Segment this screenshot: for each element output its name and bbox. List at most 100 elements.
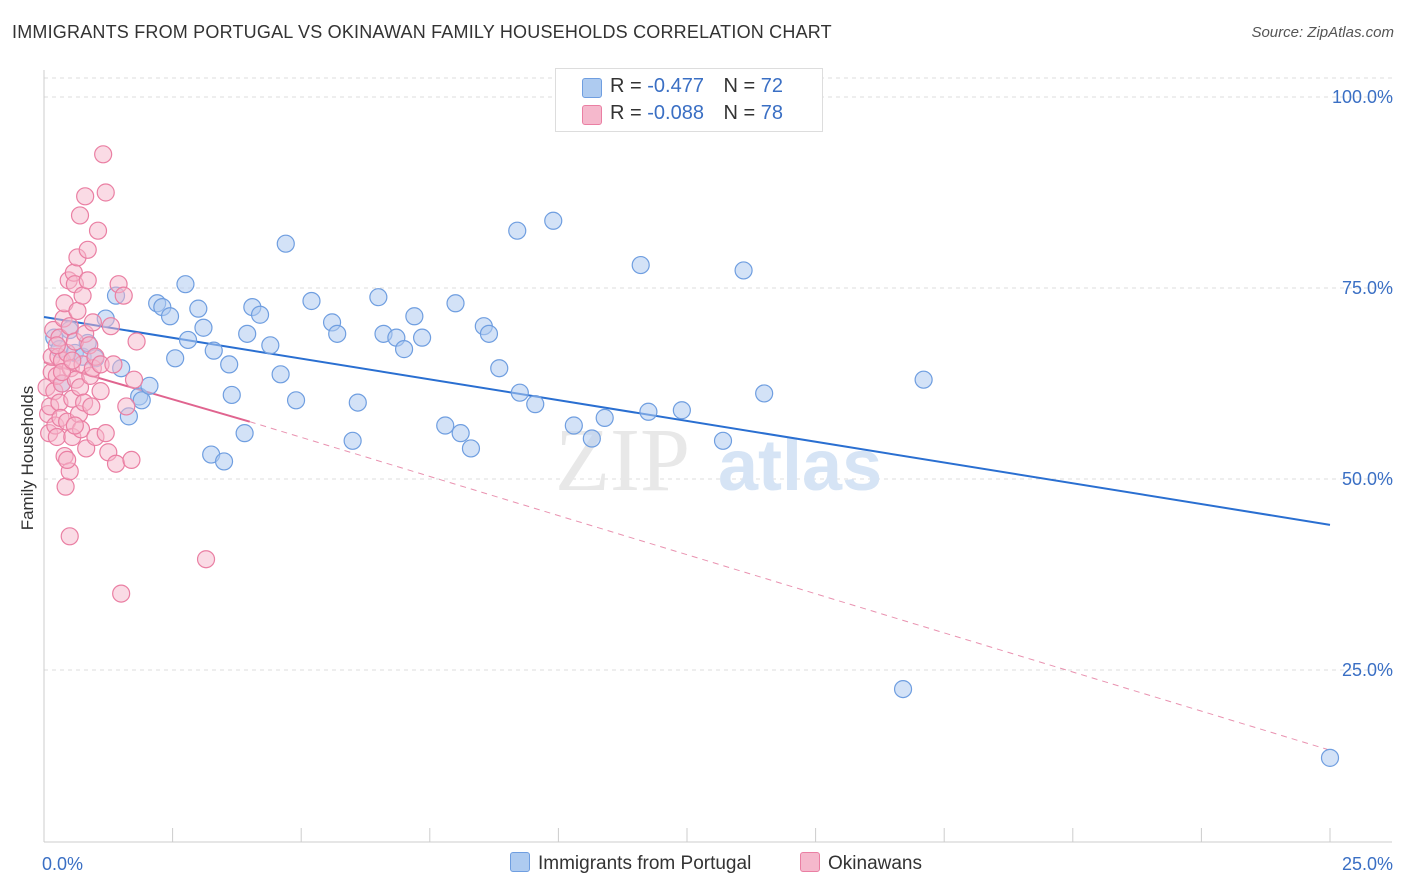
data-point-portugal (412, 328, 432, 347)
bottom-legend-swatch-pink (800, 852, 820, 872)
data-point-portugal (595, 408, 614, 427)
data-point-portugal (238, 324, 257, 343)
legend-n-value: 72 (760, 75, 784, 97)
data-point-portugal (214, 452, 234, 471)
data-point-okinawans (78, 271, 97, 290)
legend-swatch-pink (582, 105, 602, 125)
data-point-portugal (286, 391, 306, 410)
watermark-atlas: atlas (718, 426, 882, 506)
data-point-portugal (140, 376, 159, 395)
data-point-portugal (672, 401, 691, 420)
data-point-okinawans (65, 416, 84, 435)
data-point-portugal (451, 424, 470, 443)
data-point-okinawans (124, 370, 144, 389)
legend-r-label: R = (610, 75, 648, 97)
data-point-portugal (461, 439, 481, 458)
data-point-portugal (544, 211, 563, 230)
data-point-okinawans (101, 317, 120, 336)
tick-labels: 100.0% 75.0% 50.0% 25.0% 0.0% 25.0% (42, 87, 1393, 874)
data-point-portugal (564, 416, 583, 435)
data-point-portugal (631, 255, 650, 275)
data-point-okinawans (82, 397, 101, 416)
data-point-portugal (526, 395, 545, 414)
axes (43, 70, 1392, 843)
data-point-portugal (436, 416, 455, 435)
trend-lines (43, 316, 1331, 751)
data-point-okinawans (106, 454, 126, 473)
data-point-okinawans (88, 221, 108, 240)
data-point-portugal (734, 261, 753, 280)
y-tick-label: 50.0% (1342, 469, 1393, 489)
data-point-portugal (261, 336, 280, 355)
grid-lines (44, 77, 1392, 671)
y-tick-label: 100.0% (1332, 87, 1393, 107)
bottom-legend-label: Okinawans (828, 853, 922, 874)
y-tick-label: 25.0% (1342, 660, 1393, 680)
data-point-portugal (446, 294, 465, 313)
data-point-portugal (1320, 748, 1340, 767)
y-axis-label: Family Households (18, 386, 37, 531)
trend-line-portugal (43, 316, 1331, 526)
data-point-okinawans (196, 550, 216, 569)
chart-title: IMMIGRANTS FROM PORTUGAL VS OKINAWAN FAM… (12, 22, 832, 42)
data-point-okinawans (104, 355, 123, 374)
data-point-portugal (235, 424, 254, 443)
data-point-portugal (755, 384, 774, 403)
data-point-okinawans (112, 584, 131, 603)
data-point-portugal (713, 431, 733, 450)
data-point-portugal (276, 234, 295, 253)
legend-row-okinawans: R = -0.088 N = 78 (582, 102, 784, 125)
stats-legend: R = -0.477 N = 72 R = -0.088 N = 78 (555, 68, 823, 132)
bottom-legend-swatch-blue (510, 852, 530, 872)
data-point-okinawans (127, 332, 146, 351)
data-point-okinawans (122, 450, 141, 469)
data-point-okinawans (58, 450, 77, 469)
data-point-okinawans (68, 301, 87, 321)
data-point-okinawans (56, 477, 75, 496)
data-point-portugal (343, 431, 362, 450)
data-point-portugal (893, 679, 913, 699)
source-label: Source: ZipAtlas.com (1251, 24, 1394, 41)
data-point-okinawans (96, 424, 115, 443)
data-point-okinawans (83, 313, 102, 332)
data-point-okinawans (70, 206, 90, 225)
data-point-okinawans (60, 317, 79, 336)
data-point-okinawans (114, 286, 133, 305)
bottom-legend-okinawans[interactable]: Okinawans (800, 852, 922, 875)
legend-n-label: N = (723, 102, 761, 124)
legend-r-value: -0.088 (647, 102, 704, 124)
data-point-portugal (194, 318, 213, 337)
data-point-okinawans (94, 145, 113, 164)
data-point-portugal (222, 385, 241, 405)
trend-line-okinawans-extension (249, 421, 1331, 751)
legend-swatch-blue (582, 78, 602, 98)
data-point-okinawans (73, 286, 92, 305)
legend-r-label: R = (610, 102, 648, 124)
data-point-portugal (204, 341, 223, 360)
data-point-portugal (166, 349, 185, 368)
data-point-okinawans (60, 527, 79, 546)
data-point-portugal (250, 305, 270, 324)
legend-row-portugal: R = -0.477 N = 72 (582, 75, 784, 98)
legend-n-value: 78 (760, 102, 784, 124)
data-point-portugal (176, 275, 195, 294)
data-point-portugal (271, 365, 290, 384)
data-point-portugal (328, 324, 347, 343)
data-point-portugal (479, 324, 499, 343)
x-tick-label: 0.0% (42, 854, 83, 874)
x-tick-label: 25.0% (1342, 854, 1393, 874)
data-point-okinawans (47, 336, 66, 355)
data-point-portugal (220, 355, 239, 374)
data-point-portugal (582, 429, 601, 448)
data-point-portugal (160, 307, 180, 326)
data-point-portugal (510, 383, 529, 402)
y-tick-label: 75.0% (1342, 278, 1393, 298)
data-point-portugal (189, 299, 208, 318)
data-point-okinawans (78, 240, 97, 259)
data-point-okinawans (91, 382, 110, 401)
data-point-portugal (394, 340, 414, 359)
data-point-portugal (348, 393, 367, 412)
data-point-okinawans (96, 183, 115, 202)
bottom-legend-portugal[interactable]: Immigrants from Portugal (510, 852, 751, 875)
